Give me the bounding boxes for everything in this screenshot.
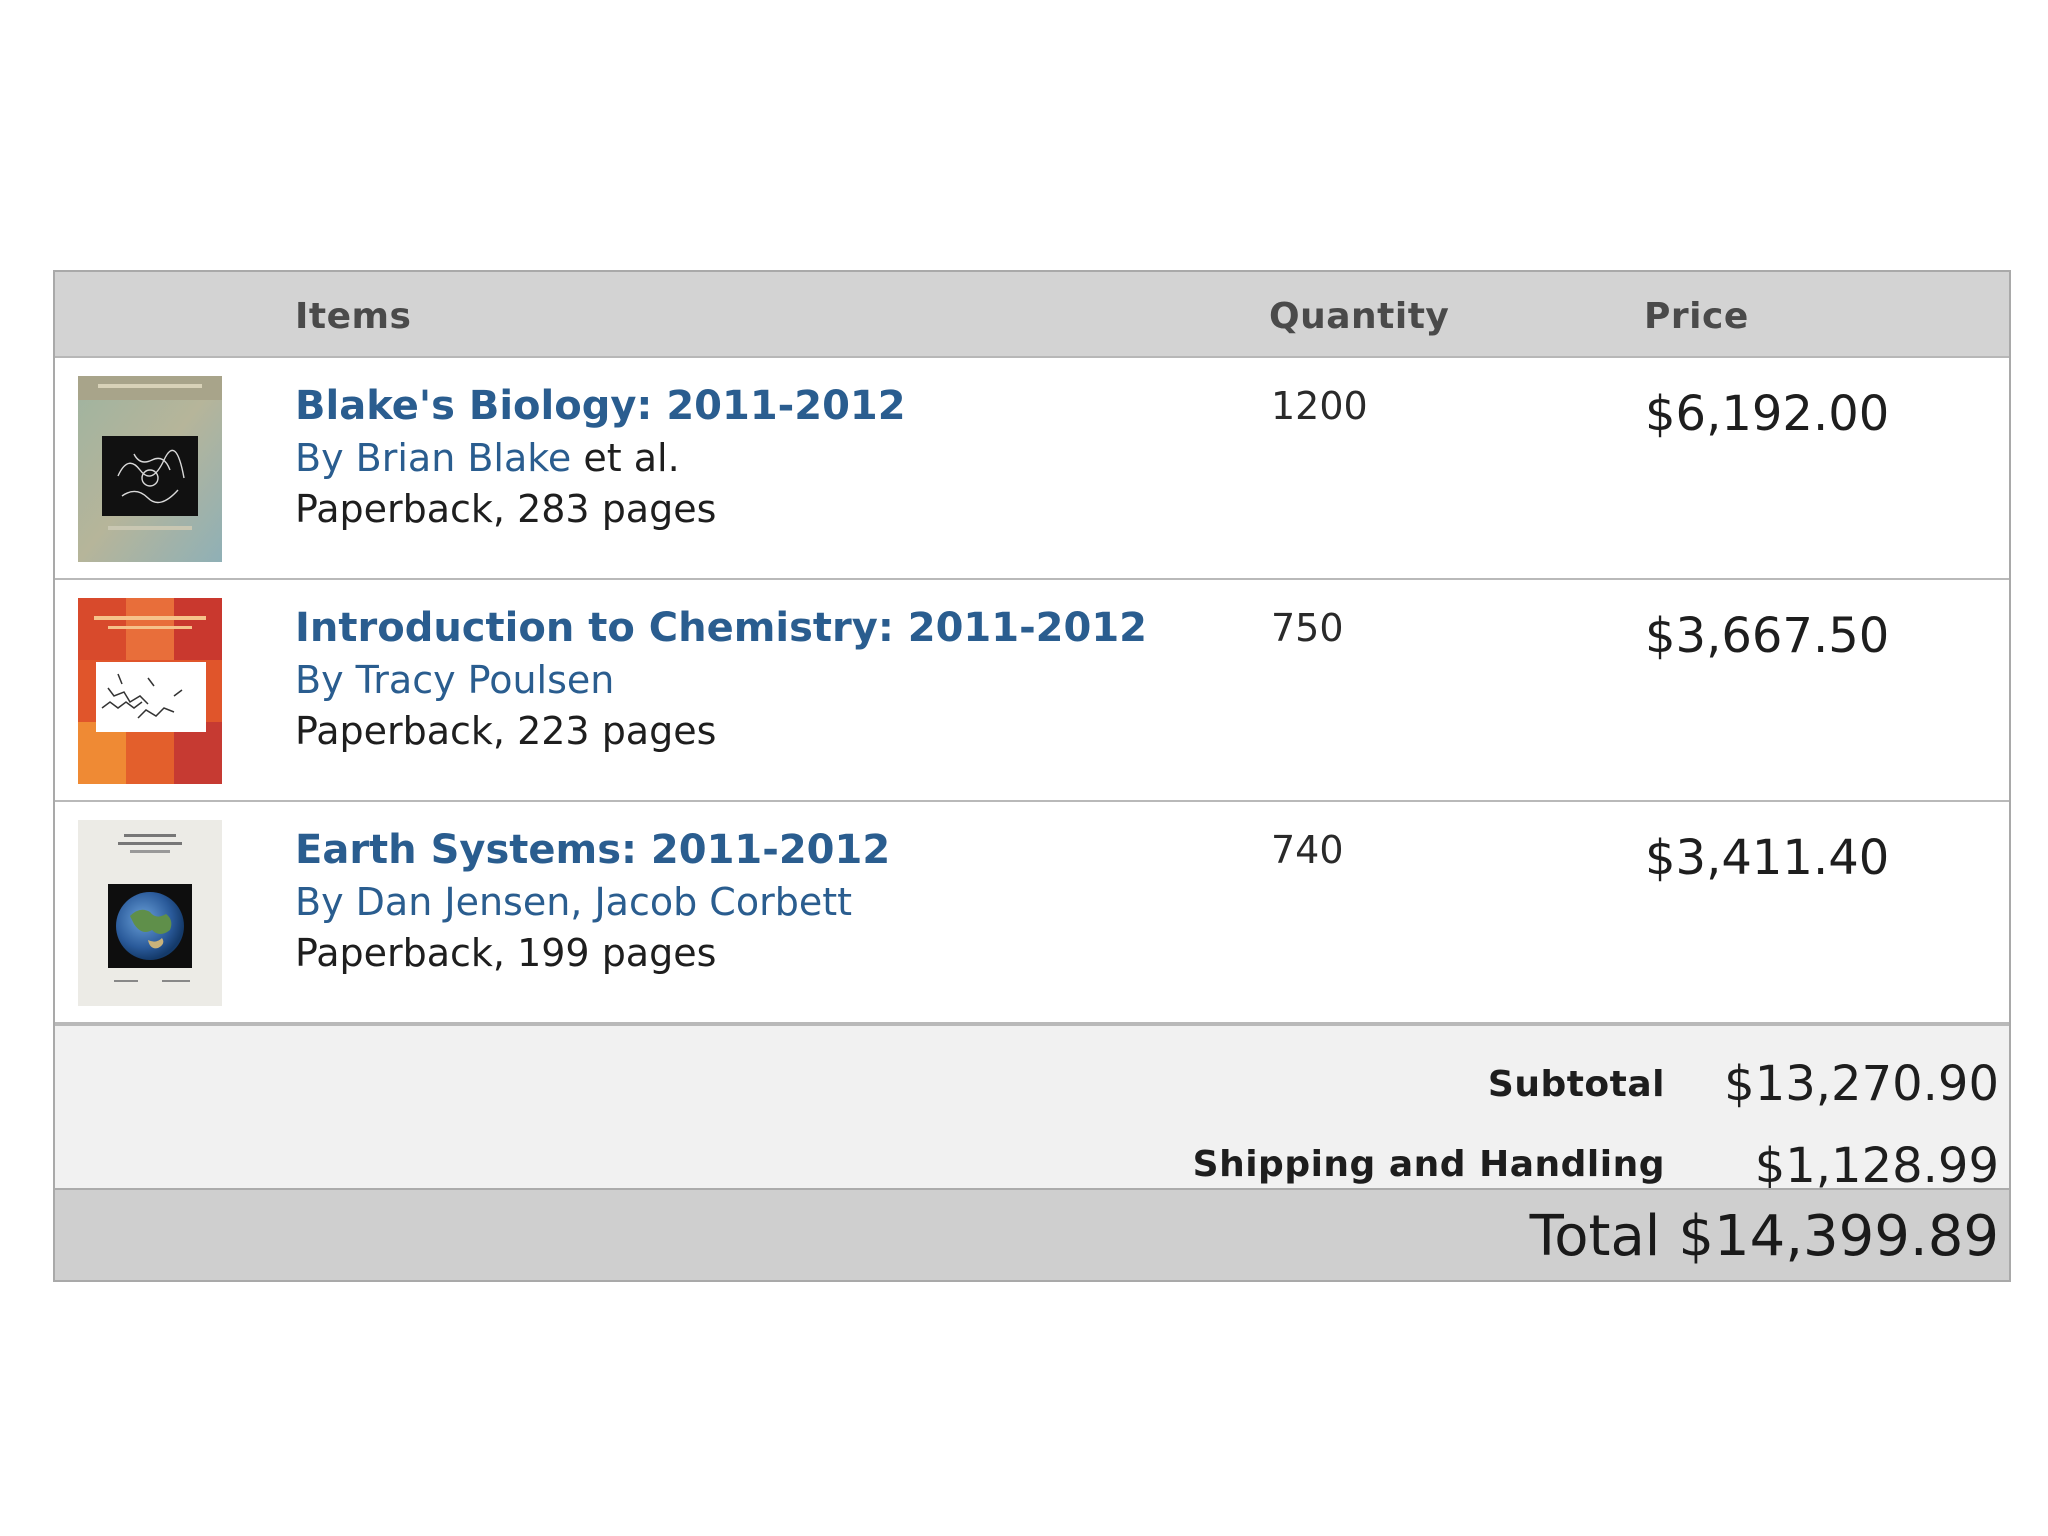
- authors-suffix: et al.: [583, 436, 680, 480]
- shipping-label: Shipping and Handling: [1192, 1144, 1665, 1185]
- chemistry-cover-image: [78, 598, 222, 784]
- item-info: Introduction to Chemistry: 2011-2012 By …: [295, 602, 1147, 756]
- total-value: $14,399.89: [1678, 1204, 1999, 1269]
- earth-book-cover[interactable]: [78, 820, 222, 1006]
- item-quantity: 740: [1271, 828, 1344, 872]
- shipping-value: $1,128.99: [1754, 1138, 1999, 1194]
- by-label: By: [295, 436, 344, 480]
- item-title-link[interactable]: Earth Systems: 2011-2012: [295, 827, 891, 873]
- table-header: Items Quantity Price: [55, 272, 2009, 358]
- item-price: $3,411.40: [1645, 830, 1890, 886]
- total: Total $14,399.89: [1530, 1204, 1999, 1269]
- item-format: Paperback, 283 pages: [295, 487, 717, 531]
- item-price: $3,667.50: [1645, 608, 1890, 664]
- item-title-link[interactable]: Introduction to Chemistry: 2011-2012: [295, 605, 1148, 651]
- header-quantity: Quantity: [1269, 296, 1450, 337]
- biology-book-cover[interactable]: [78, 376, 222, 562]
- total-bar: Total $14,399.89: [55, 1188, 2009, 1280]
- order-table: Items Quantity Price: [53, 270, 2011, 1282]
- header-price: Price: [1644, 296, 1749, 337]
- biology-cover-image: [78, 376, 222, 562]
- header-items: Items: [295, 296, 412, 337]
- item-byline: By Brian Blake et al.: [295, 432, 906, 484]
- by-label: By: [295, 658, 344, 702]
- item-info: Earth Systems: 2011-2012 By Dan Jensen, …: [295, 824, 890, 978]
- total-label: Total: [1529, 1204, 1661, 1269]
- item-title-link[interactable]: Blake's Biology: 2011-2012: [295, 383, 906, 429]
- chemistry-book-cover[interactable]: [78, 598, 222, 784]
- table-row: Earth Systems: 2011-2012 By Dan Jensen, …: [55, 802, 2009, 1024]
- item-info: Blake's Biology: 2011-2012 By Brian Blak…: [295, 380, 906, 534]
- author-link[interactable]: Tracy Poulsen: [355, 658, 615, 702]
- subtotal-label: Subtotal: [1487, 1064, 1665, 1105]
- by-label: By: [295, 880, 344, 924]
- table-row: Blake's Biology: 2011-2012 By Brian Blak…: [55, 358, 2009, 580]
- subtotal-value: $13,270.90: [1724, 1056, 1999, 1112]
- item-byline: By Dan Jensen, Jacob Corbett: [295, 876, 890, 928]
- table-row: Introduction to Chemistry: 2011-2012 By …: [55, 580, 2009, 802]
- item-format: Paperback, 223 pages: [295, 709, 717, 753]
- item-quantity: 1200: [1271, 384, 1368, 428]
- order-summary: Subtotal $13,270.90 Shipping and Handlin…: [55, 1024, 2009, 1194]
- item-quantity: 750: [1271, 606, 1344, 650]
- author-link[interactable]: Brian Blake: [355, 436, 572, 480]
- earth-cover-image: [78, 820, 222, 1006]
- item-price: $6,192.00: [1645, 386, 1890, 442]
- author-link[interactable]: Dan Jensen, Jacob Corbett: [355, 880, 852, 924]
- item-format: Paperback, 199 pages: [295, 931, 717, 975]
- item-byline: By Tracy Poulsen: [295, 654, 1147, 706]
